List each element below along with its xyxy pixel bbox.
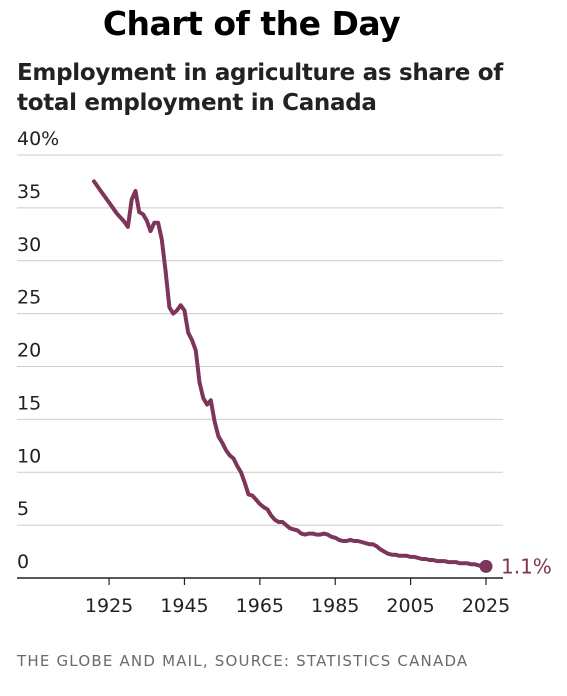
y-tick-label: 40% <box>17 128 59 150</box>
y-tick-label: 0 <box>17 551 29 573</box>
y-tick-label: 25 <box>17 287 41 309</box>
chart-title-line-2: total employment in Canada <box>17 90 377 116</box>
x-tick-label: 1945 <box>160 595 208 617</box>
x-tick-label: 1965 <box>236 595 284 617</box>
y-tick-label: 5 <box>17 498 29 520</box>
x-tick-label: 2005 <box>386 595 434 617</box>
source-credit: THE GLOBE AND MAIL, SOURCE: STATISTICS C… <box>17 652 469 670</box>
series-line <box>92 179 488 569</box>
gridlines <box>17 154 503 579</box>
chart-of-the-day-banner: Chart of the Day <box>102 4 401 43</box>
x-axis-ticks: 1925 1945 1965 1985 2005 2025 <box>85 578 510 617</box>
chart-title: Employment in agriculture as share of to… <box>17 58 557 118</box>
series-layer: 1.1% <box>92 179 552 578</box>
y-tick-label: 35 <box>17 181 41 203</box>
y-tick-label: 15 <box>17 392 41 414</box>
y-tick-label: 20 <box>17 340 41 362</box>
y-tick-label: 10 <box>17 445 41 467</box>
x-tick-label: 1985 <box>311 595 359 617</box>
x-tick-label: 2025 <box>462 595 510 617</box>
y-axis-ticks: 0 5 10 15 20 25 30 35 40% <box>17 128 59 573</box>
chart-title-line-1: Employment in agriculture as share of <box>17 60 503 86</box>
end-point-marker <box>479 559 493 573</box>
x-tick-label: 1925 <box>85 595 133 617</box>
y-tick-label: 30 <box>17 234 41 256</box>
end-value-label: 1.1% <box>501 554 552 578</box>
